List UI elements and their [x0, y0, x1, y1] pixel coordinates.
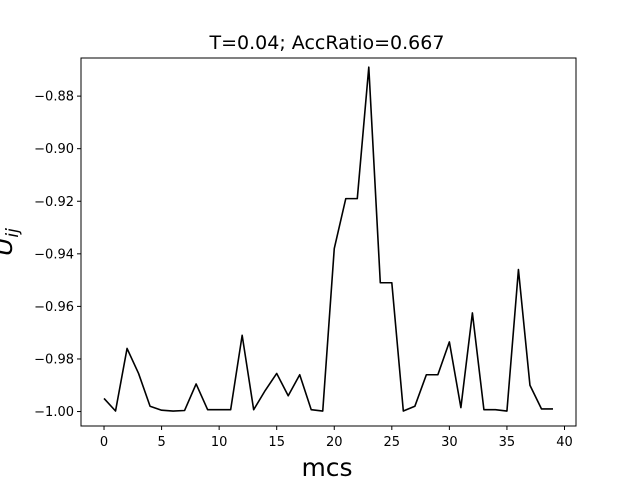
- x-axis-ticks: 0 5 10 15 20 25 30 35 40: [100, 426, 573, 450]
- y-tick-label: −0.92: [34, 195, 74, 210]
- svg-text:Uij: Uij: [0, 228, 23, 256]
- x-tick-label: 5: [157, 435, 165, 450]
- x-tick-label: 30: [441, 435, 458, 450]
- x-tick-label: 15: [268, 435, 285, 450]
- series-group: [103, 66, 553, 412]
- y-axis-label-main: U: [0, 238, 18, 256]
- y-axis-label-subscript: ij: [3, 228, 23, 238]
- y-tick-label: −1.00: [34, 405, 74, 420]
- x-tick-label: 0: [100, 435, 108, 450]
- x-tick-label: 20: [326, 435, 343, 450]
- y-tick-label: −0.98: [34, 352, 74, 367]
- y-tick-label: −0.94: [34, 247, 74, 262]
- y-axis-ticks: −1.00 −0.98 −0.96 −0.94 −0.92 −0.90 −0.88: [34, 90, 81, 420]
- x-tick-label: 25: [384, 435, 401, 450]
- y-tick-label: −0.90: [34, 142, 74, 157]
- x-tick-label: 35: [499, 435, 516, 450]
- y-tick-label: −0.96: [34, 300, 74, 315]
- chart-title: T=0.04; AccRatio=0.667: [209, 32, 445, 54]
- y-tick-label: −0.88: [34, 90, 74, 105]
- series-line: [103, 66, 553, 412]
- x-tick-label: 10: [211, 435, 228, 450]
- y-axis-label: Uij: [0, 228, 23, 256]
- x-tick-label: 40: [556, 435, 573, 450]
- plot-area-frame: [80, 57, 577, 427]
- x-axis-label: mcs: [301, 453, 352, 480]
